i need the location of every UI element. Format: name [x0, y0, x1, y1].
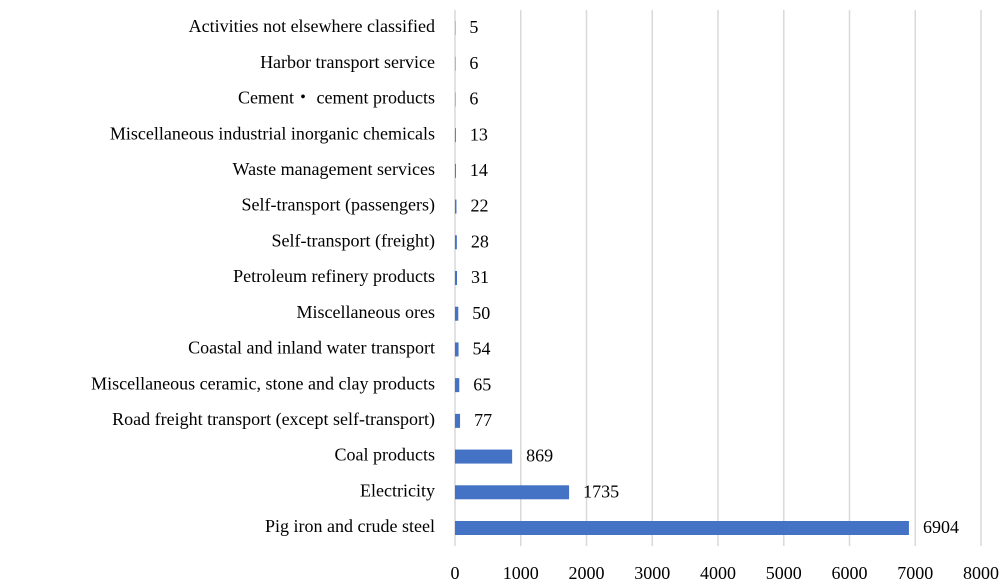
data-label: 869 [526, 446, 553, 466]
data-label: 54 [473, 339, 491, 359]
y-tick-label: Activities not elsewhere classified [189, 16, 435, 36]
data-label: 77 [474, 410, 492, 430]
x-tick-label: 2000 [569, 563, 605, 583]
y-tick-label: Harbor transport service [260, 52, 435, 72]
data-label: 22 [470, 196, 488, 216]
y-tick-label: Miscellaneous ores [297, 302, 435, 322]
x-tick-label: 4000 [700, 563, 736, 583]
bar [455, 378, 460, 393]
y-tick-label: Self-transport (freight) [272, 230, 435, 251]
bar [455, 306, 459, 321]
data-label: 31 [471, 267, 489, 287]
data-label: 6 [469, 89, 478, 109]
data-label: 65 [473, 374, 491, 394]
bar [455, 485, 570, 500]
data-label: 28 [471, 231, 489, 251]
y-tick-label: Miscellaneous ceramic, stone and clay pr… [91, 373, 435, 393]
y-tick-label: Electricity [360, 480, 435, 500]
x-tick-label: 0 [451, 563, 460, 583]
bar [455, 342, 459, 357]
x-tick-label: 6000 [832, 563, 868, 583]
y-tick-label: Coastal and inland water transport [188, 338, 435, 358]
x-tick-label: 7000 [897, 563, 933, 583]
y-tick-label: Cement・ cement products [238, 88, 435, 108]
bar [455, 128, 456, 143]
y-tick-label: Petroleum refinery products [233, 266, 435, 286]
bar [455, 235, 457, 250]
data-label: 6904 [923, 517, 959, 537]
data-label: 50 [472, 303, 490, 323]
x-tick-label: 3000 [634, 563, 670, 583]
y-tick-label: Self-transport (passengers) [242, 195, 435, 216]
x-tick-label: 1000 [503, 563, 539, 583]
y-tick-label: Waste management services [233, 159, 435, 179]
bar [455, 521, 909, 535]
data-label: 6 [469, 53, 478, 73]
y-tick-label: Miscellaneous industrial inorganic chemi… [110, 123, 435, 143]
y-tick-label: Pig iron and crude steel [265, 516, 435, 536]
data-label: 13 [470, 124, 488, 144]
bar [455, 271, 458, 285]
y-tick-label: Road freight transport (except self-tran… [112, 409, 435, 430]
data-label: 5 [469, 17, 478, 37]
bar [455, 163, 456, 178]
bar [455, 449, 513, 464]
y-tick-label: Coal products [335, 445, 436, 465]
bar [455, 413, 461, 428]
data-label: 14 [470, 160, 488, 180]
bar [455, 199, 457, 214]
data-label: 1735 [583, 481, 619, 501]
x-tick-label: 5000 [766, 563, 802, 583]
x-tick-label: 8000 [963, 563, 999, 583]
